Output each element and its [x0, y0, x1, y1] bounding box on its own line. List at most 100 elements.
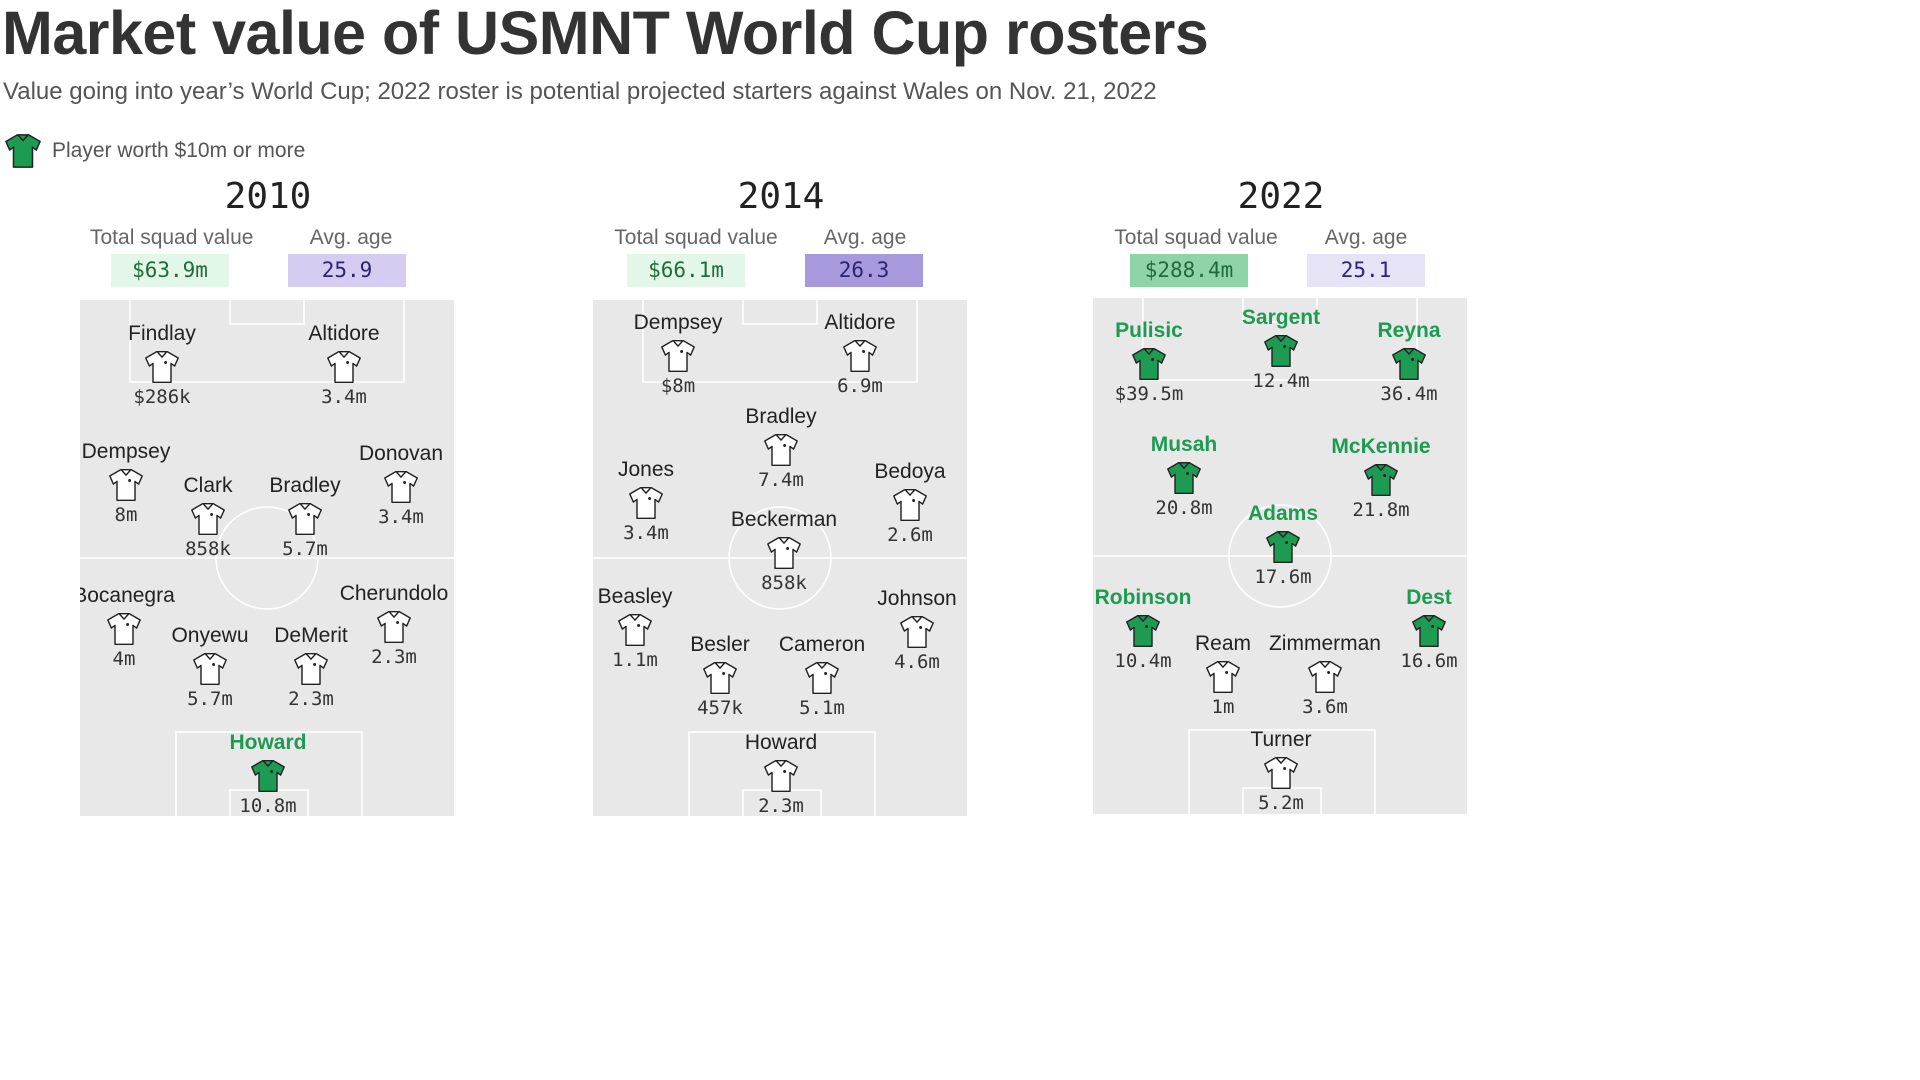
- player-value: 4.6m: [894, 651, 940, 673]
- player-marker: Cherundolo 2.3m: [319, 582, 454, 669]
- player-value: 8m: [114, 504, 138, 526]
- player-marker: Jones 3.4m: [593, 458, 721, 545]
- white-jersey-icon: [805, 661, 839, 695]
- player-marker: Musah 20.8m: [1109, 433, 1259, 520]
- player-value: 5.7m: [187, 688, 233, 710]
- player-value: 3.4m: [321, 386, 367, 408]
- player-marker: Howard 2.3m: [706, 731, 856, 816]
- white-jersey-icon: [193, 652, 227, 686]
- white-jersey-icon: [384, 470, 418, 504]
- white-jersey-icon: [327, 350, 361, 384]
- player-marker: Beasley 1.1m: [593, 585, 710, 672]
- player-marker: Bradley 5.7m: [230, 474, 380, 561]
- player-value: 20.8m: [1155, 497, 1213, 519]
- player-marker: McKennie 21.8m: [1306, 435, 1456, 522]
- total-value-label: Total squad value: [614, 226, 778, 249]
- legend: Player worth $10m or more: [4, 131, 305, 171]
- player-value: 7.4m: [758, 469, 804, 491]
- player-value: 5.7m: [282, 538, 328, 560]
- player-marker: Findlay $286k: [87, 322, 237, 409]
- player-value: 457k: [697, 697, 743, 719]
- player-marker: Besler 457k: [645, 633, 795, 720]
- player-marker: Donovan 3.4m: [326, 442, 454, 529]
- player-value: 2.6m: [887, 524, 933, 546]
- total-value-label: Total squad value: [1114, 226, 1278, 249]
- player-value: 10.8m: [239, 795, 297, 816]
- pitch-markings: [80, 300, 454, 816]
- player-value: $286k: [133, 386, 191, 408]
- roster-year: 2022: [1237, 176, 1325, 217]
- green-jersey-icon: [1126, 614, 1160, 648]
- player-marker: Bradley 7.4m: [706, 405, 856, 492]
- roster-panel-2022: 2022 Total squad value Avg. age $288.4m 25.1…: [1093, 176, 1469, 826]
- white-jersey-icon: [145, 350, 179, 384]
- player-name: Onyewu: [171, 624, 249, 647]
- player-name: Ream: [1194, 632, 1252, 655]
- green-jersey-icon: [1266, 530, 1300, 564]
- pitch: Pulisic $39.5m Sargent 12.4m Reyna 36.4m Musah…: [1093, 298, 1467, 814]
- player-name: Johnson: [877, 587, 957, 610]
- roster-year: 2014: [737, 176, 825, 217]
- player-name: Altidore: [308, 322, 380, 345]
- white-jersey-icon: [377, 610, 411, 644]
- player-name: Bradley: [269, 474, 341, 497]
- player-value: 2.3m: [758, 795, 804, 816]
- total-value-box: $66.1m: [627, 254, 745, 287]
- total-value-label: Total squad value: [90, 226, 254, 249]
- player-name: Bedoya: [874, 460, 946, 483]
- player-marker: Robinson 10.4m: [1093, 586, 1218, 673]
- player-name: Turner: [1250, 728, 1312, 751]
- player-name: DeMerit: [274, 624, 348, 647]
- white-jersey-icon: [1264, 756, 1298, 790]
- player-name: Clark: [183, 474, 233, 497]
- white-jersey-icon: [629, 486, 663, 520]
- green-jersey-icon: [1167, 461, 1201, 495]
- total-value-box: $63.9m: [111, 254, 229, 287]
- player-value: 5.1m: [799, 697, 845, 719]
- player-name: Howard: [744, 731, 818, 754]
- player-value: 4m: [112, 648, 136, 670]
- player-marker: Reyna 36.4m: [1334, 319, 1467, 406]
- green-jersey-icon: [1412, 614, 1446, 648]
- player-value: 21.8m: [1352, 499, 1410, 521]
- player-value: 5.2m: [1258, 792, 1304, 814]
- white-jersey-icon: [900, 615, 934, 649]
- white-jersey-icon: [764, 433, 798, 467]
- pitch: Dempsey $8m Altidore 6.9m Bradley 7.4m Jones 3.…: [593, 300, 967, 816]
- roster-year: 2010: [224, 176, 312, 217]
- white-jersey-icon: [1206, 660, 1240, 694]
- white-jersey-icon: [191, 502, 225, 536]
- avg-age-box: 25.9: [288, 254, 406, 287]
- player-name: Musah: [1150, 433, 1218, 456]
- player-marker: Dest 16.6m: [1354, 586, 1467, 673]
- total-value-box: $288.4m: [1130, 254, 1248, 287]
- player-value: 1m: [1211, 696, 1235, 718]
- player-value: 2.3m: [288, 688, 334, 710]
- player-value: 2.3m: [371, 646, 417, 668]
- player-marker: Bedoya 2.6m: [835, 460, 967, 547]
- green-jersey-icon: [1132, 347, 1166, 381]
- player-name: Pulisic: [1115, 319, 1183, 342]
- player-name: Bradley: [745, 405, 817, 428]
- player-marker: Pulisic $39.5m: [1093, 319, 1224, 406]
- player-name: Cherundolo: [339, 582, 449, 605]
- player-marker: Cameron 5.1m: [747, 633, 897, 720]
- white-jersey-icon: [661, 339, 695, 373]
- green-jersey-icon: [251, 759, 285, 793]
- player-name: Bocanegra: [80, 584, 175, 607]
- player-marker: Turner 5.2m: [1206, 728, 1356, 814]
- player-name: Dempsey: [633, 311, 723, 334]
- white-jersey-icon: [288, 502, 322, 536]
- player-marker: Sargent 12.4m: [1206, 306, 1356, 393]
- player-name: Robinson: [1094, 586, 1192, 609]
- white-jersey-icon: [294, 652, 328, 686]
- green-jersey-icon: [1364, 463, 1398, 497]
- player-marker: Johnson 4.6m: [842, 587, 967, 674]
- player-name: Dest: [1406, 586, 1452, 609]
- white-jersey-icon: [893, 488, 927, 522]
- player-name: Donovan: [358, 442, 444, 465]
- white-jersey-icon: [843, 339, 877, 373]
- roster-panel-2010: 2010 Total squad value Avg. age $63.9m 25.9 F…: [80, 176, 456, 826]
- player-marker: Bocanegra 4m: [80, 584, 199, 671]
- player-value: $39.5m: [1114, 383, 1184, 405]
